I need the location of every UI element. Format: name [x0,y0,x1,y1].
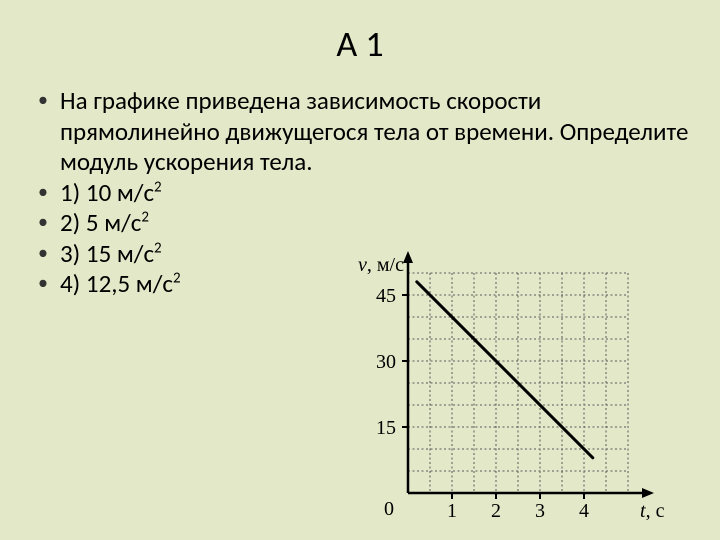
option-2-label: 2) 5 м/с [60,207,141,238]
svg-text:2: 2 [491,500,501,522]
svg-text:1: 1 [447,500,457,522]
option-1: 1) 10 м/с2 [38,178,690,209]
option-4-sup: 2 [173,270,181,288]
velocity-time-chart: 15 30 45 1 2 3 4 0 v, м/с t, с [288,248,668,528]
option-4-label: 4) 12,5 м/с [60,268,173,299]
svg-text:4: 4 [579,500,589,522]
svg-text:t, с: t, с [640,500,665,522]
svg-text:0: 0 [384,498,394,520]
option-2-sup: 2 [141,209,149,227]
option-3-label: 3) 15 м/с [60,238,154,269]
option-2: 2) 5 м/с2 [38,208,690,239]
page-title: А 1 [0,0,720,66]
svg-text:3: 3 [535,500,545,522]
svg-text:30: 30 [376,351,396,373]
option-1-sup: 2 [154,178,162,196]
option-3-sup: 2 [154,239,162,257]
svg-text:v, м/с: v, м/с [358,254,404,276]
svg-text:15: 15 [376,417,396,439]
svg-text:45: 45 [376,285,396,307]
question-text: На графике приведена зависимость скорост… [38,86,690,178]
option-1-label: 1) 10 м/с [60,177,154,208]
